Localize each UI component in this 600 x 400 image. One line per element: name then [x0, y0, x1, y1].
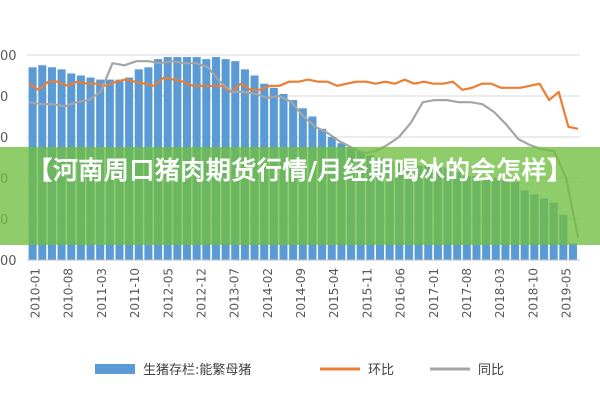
legend-label: 同比: [478, 363, 504, 378]
x-tick-label: 2014-09: [294, 268, 308, 318]
banner-title: 【河南周口猪肉期货行情/月经期喝冰的会怎样】: [27, 156, 573, 185]
legend-swatch: [95, 364, 135, 374]
x-tick-label: 2011-03: [95, 268, 109, 318]
x-tick-label: 2018-03: [493, 268, 507, 318]
title-banner: [0, 147, 600, 245]
x-tick-label: 2012-12: [194, 268, 208, 318]
x-axis-ticks: 2010-01 2010-08 2011-03 2011-10 2012-05 2012-…: [29, 268, 574, 318]
x-tick-label: 2014-02: [261, 268, 275, 318]
bar: [568, 243, 577, 260]
y-tick-label: 00: [0, 49, 17, 64]
x-tick-label: 2019-05: [560, 268, 574, 318]
x-tick-label: 2015-04: [327, 268, 341, 318]
y-tick-label: 0: [0, 131, 8, 146]
x-tick-label: 2016-06: [394, 268, 408, 318]
x-tick-label: 2010-08: [62, 268, 76, 318]
x-tick-label: 2015-11: [360, 268, 374, 318]
x-tick-label: 2011-10: [128, 268, 142, 318]
line-series: [28, 60, 580, 238]
x-tick-label: 2017-08: [460, 268, 474, 318]
legend-label: 生猪存栏:能繁母猪: [143, 362, 251, 378]
x-tick-label: 2017-01: [427, 268, 441, 318]
legend-label: 环比: [368, 363, 394, 378]
y-tick-label: 00: [0, 254, 17, 269]
series-line-yoy: [28, 60, 580, 238]
series-line-mom: [28, 76, 579, 130]
x-tick-label: 2018-10: [526, 268, 540, 318]
x-tick-label: 2013-07: [228, 268, 242, 318]
x-tick-label: 2010-01: [29, 268, 43, 318]
legend: 生猪存栏:能繁母猪 环比 同比: [95, 362, 504, 378]
y-tick-label: 0: [0, 90, 8, 105]
x-tick-label: 2012-05: [161, 268, 175, 318]
